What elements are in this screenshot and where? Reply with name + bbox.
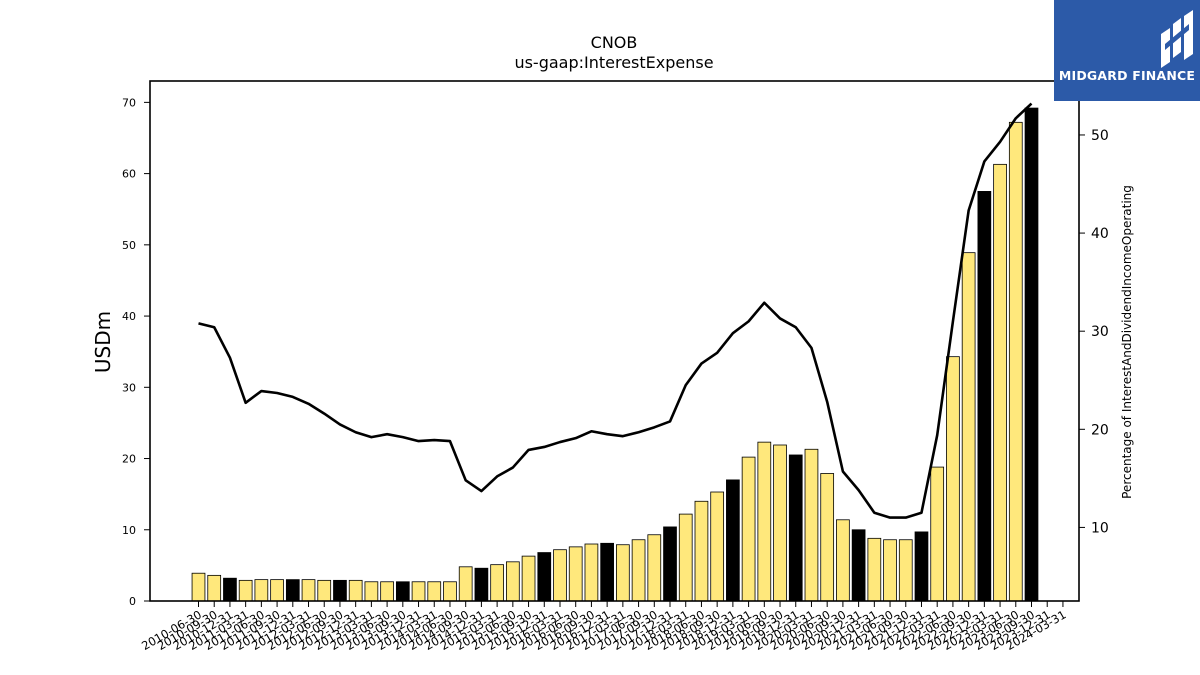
bar: [553, 549, 567, 602]
bar: [254, 579, 269, 602]
y-tick-label: 70: [122, 96, 136, 109]
bar: [977, 191, 992, 602]
bar: [537, 552, 552, 602]
bar: [851, 529, 866, 602]
bar: [694, 500, 709, 602]
y2-tick-label: 40: [1091, 226, 1109, 242]
bar: [270, 579, 284, 602]
bar: [395, 581, 410, 602]
y2-tick-label: 50: [1091, 128, 1109, 144]
bar: [757, 441, 772, 602]
bar: [584, 543, 599, 602]
bar: [631, 539, 646, 602]
y2-tick-label: 10: [1091, 520, 1109, 536]
brand-logo: MIDGARD FINANCE: [1054, 0, 1200, 101]
bar: [946, 356, 960, 602]
y2-tick-label: 20: [1091, 422, 1109, 438]
bar: [647, 534, 662, 602]
chart-subtitle: us-gaap:InterestExpense: [514, 53, 713, 72]
bar: [788, 454, 803, 602]
y-tick-label: 10: [122, 524, 136, 537]
y-axis-label: USDm: [91, 311, 115, 373]
y-tick-label: 60: [122, 168, 136, 181]
bar: [663, 526, 677, 602]
bar: [867, 537, 882, 602]
chart-title: CNOB: [591, 33, 638, 52]
bar: [1024, 107, 1039, 602]
bar: [993, 163, 1007, 602]
bar: [364, 581, 379, 602]
bar: [820, 473, 835, 602]
bar: [930, 466, 945, 602]
bar: [726, 479, 740, 602]
bar: [474, 567, 489, 602]
bar: [521, 555, 536, 602]
bar: [914, 531, 929, 602]
bar: [317, 579, 332, 602]
bar: [505, 561, 520, 602]
midgard-logo-icon: [1161, 10, 1193, 68]
bar: [961, 252, 976, 602]
bar: [898, 539, 913, 602]
bar: [883, 539, 897, 602]
plot-frame: [149, 80, 1080, 602]
y-tick-label: 30: [122, 381, 136, 394]
bar: [741, 456, 756, 602]
y-tick-label: 20: [122, 453, 136, 466]
bar: [1008, 121, 1023, 602]
bar: [443, 581, 457, 602]
bar: [207, 574, 222, 602]
bar: [285, 579, 300, 602]
bar: [238, 579, 253, 602]
y2-axis-label: Percentage of InterestAndDividendIncomeO…: [1120, 185, 1134, 499]
bar: [600, 542, 614, 602]
y2-tick-label: 30: [1091, 324, 1109, 340]
bar: [301, 579, 316, 602]
bar: [427, 581, 442, 602]
bar: [710, 491, 725, 602]
bar: [411, 581, 426, 602]
bar: [333, 579, 347, 602]
bar: [458, 566, 473, 602]
bar: [804, 448, 819, 602]
bar: [348, 579, 363, 602]
y-tick-label: 50: [122, 239, 136, 252]
y-tick-label: 40: [122, 310, 136, 323]
bar: [616, 544, 630, 602]
bar: [773, 444, 787, 602]
bar: [191, 572, 206, 602]
bar: [836, 519, 850, 602]
bar: [380, 581, 394, 602]
bar: [490, 564, 504, 602]
brand-name: MIDGARD FINANCE: [1058, 68, 1196, 83]
bar: [568, 546, 583, 602]
y-tick-label: 0: [129, 595, 136, 608]
line-series-percentage: [198, 102, 1033, 519]
bar: [678, 513, 693, 602]
bar: [223, 577, 237, 602]
